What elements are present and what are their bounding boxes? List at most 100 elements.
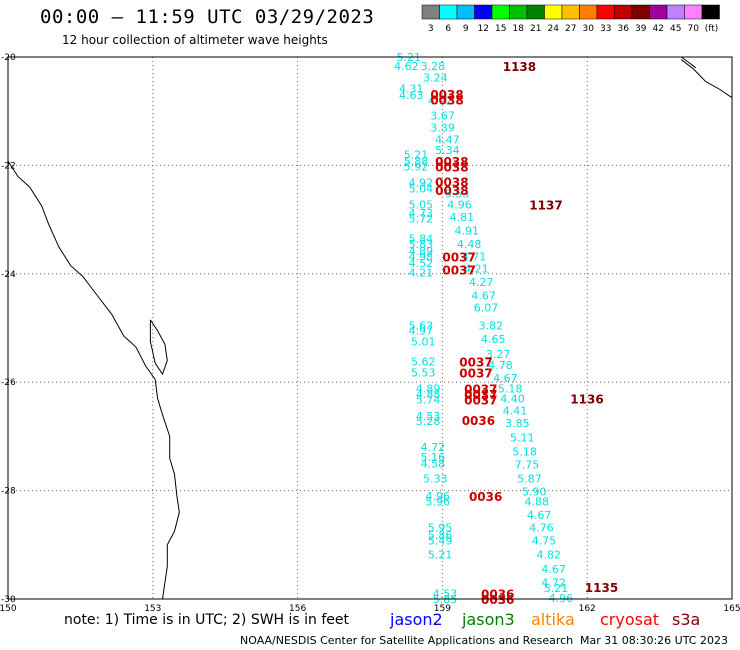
wave-height-value: 4.76 [529,521,554,534]
legend-swatch [439,4,458,20]
wave-height-value: 4.21 [464,262,489,275]
wave-height-value: 5.04 [409,183,434,196]
wave-height-value: 4.21 [409,267,434,280]
pass-time-labels: 1138003800380038003800380038113700370037… [430,60,618,607]
wave-height-value: 5.87 [517,473,542,486]
coastline [7,56,733,600]
wave-height-value: 5.53 [411,366,436,379]
wave-height-value: 4.96 [549,592,574,605]
legend-label: 21 [530,24,541,34]
lon-tick-label: 156 [289,604,306,614]
coastline-new-caledonia [680,59,733,99]
legend-label: 42 [653,24,664,34]
wave-height-value: 5.21 [404,149,429,162]
wave-height-value: 5.33 [423,473,448,486]
wave-height-value: 4.67 [527,509,552,522]
legend-label: 45 [670,24,681,34]
legend-label: 70 [688,24,700,34]
wave-height-value: 5.90 [522,486,547,499]
wave-height-value: 4.98 [409,250,434,263]
color-legend: 3 6 9 12 15 18 21 24 27 30 33 36 39 42 45 70 (ft) [421,4,720,34]
coastline-australia [7,160,180,600]
legend-swatch [614,4,633,20]
page-subtitle: 12 hour collection of altimeter wave hei… [62,33,328,47]
wave-height-value: 4.63 [399,89,424,102]
footnote: note: 1) Time is in UTC; 2) SWH is in fe… [64,612,350,628]
legend-swatch [456,4,475,20]
legend-label: 24 [548,24,560,34]
lon-tick-label: 159 [434,604,451,614]
lon-tick-label: 153 [144,604,161,614]
wave-height-value: 5.05 [409,198,434,211]
satellite-s3a: s3a [672,610,701,629]
legend-label: 9 [463,24,469,34]
wave-height-value: 4.89 [409,245,434,258]
wave-height-value: 5.18 [512,446,537,459]
wave-height-value: 5.72 [409,213,434,226]
wave-height-value: 4.67 [541,563,566,576]
legend-unit: (ft) [705,24,719,34]
pass-time-label: 0038 [435,160,468,174]
wave-height-value: 5.49 [428,534,453,547]
legend-label: 33 [600,24,611,34]
satellite-cryosat: cryosat [600,610,660,629]
wave-height-value: 4.72 [541,577,566,590]
wave-height-value: 5.63 [409,319,434,332]
wave-height-value: 4.96 [426,490,451,503]
wave-height-value: 5.18 [498,383,523,396]
wave-height-value: 5.83 [409,238,434,251]
wave-height-value: 3.85 [505,417,530,430]
legend-swatch [631,4,650,20]
wave-height-value: 4.47 [435,133,460,146]
wave-height-value: 5.53 [445,188,470,201]
pass-time-label: 0036 [481,588,514,602]
lat-tick-label: -30 [1,595,16,605]
wave-height-value: 4.91 [454,224,479,237]
lat-lon-grid [8,57,732,599]
wave-height-value: 4.96 [447,198,472,211]
pass-time-label: 0037 [464,394,497,408]
wave-height-value: 4.88 [416,388,441,401]
wave-height-value: 3.67 [430,110,455,123]
satellite-jason2: jason2 [390,610,443,629]
wave-height-value: 3.27 [486,348,511,361]
wave-height-value: 4.40 [500,392,525,405]
pass-time-label: 0036 [481,593,514,607]
wave-height-value: 3.82 [479,319,504,332]
legend-swatch [561,4,580,20]
wave-height-value: 5.21 [544,582,569,595]
wave-height-value: 3.28 [421,60,446,73]
pass-time-label: 0037 [459,366,492,380]
legend-label: 27 [565,24,576,34]
legend-swatch [684,4,703,20]
legend-swatch [526,4,545,20]
wave-height-value: 5.21 [428,549,453,562]
legend-label: 36 [618,24,630,34]
pass-time-label: 0036 [462,414,495,428]
wave-height-value: 5.34 [435,144,460,157]
wave-height-value: 4.52 [409,257,434,270]
legend-swatch [579,4,598,20]
pass-time-label: 0037 [464,388,497,402]
pass-time-label: 1136 [570,392,603,406]
wave-height-value: 4.67 [471,289,496,302]
wave-height-value: 5.95 [428,521,453,534]
credit-line: NOAA/NESDIS Center for Satellite Applica… [240,634,574,647]
wave-height-value: 4.02 [428,94,453,107]
wave-height-value: 5.88 [404,155,429,168]
pass-time-label: 0037 [442,250,475,264]
lon-tick-label: 162 [579,604,596,614]
wave-height-value: 4.81 [450,211,475,224]
coastline-fraser-island [149,319,168,376]
wave-height-value: 4.41 [503,404,528,417]
pass-time-label: 0038 [435,184,468,198]
legend-swatch [421,4,440,20]
axis-tick-labels: 150 153 156 159 162 165-20-22-24-26-28-30 [0,53,740,614]
wave-height-value: 4.62 [394,60,419,73]
wave-height-value: 4.53 [416,410,441,423]
legend-swatch [596,4,615,20]
wave-height-value: 4.78 [488,359,512,372]
pass-time-label: 0037 [464,383,497,397]
map-frame [7,56,733,600]
